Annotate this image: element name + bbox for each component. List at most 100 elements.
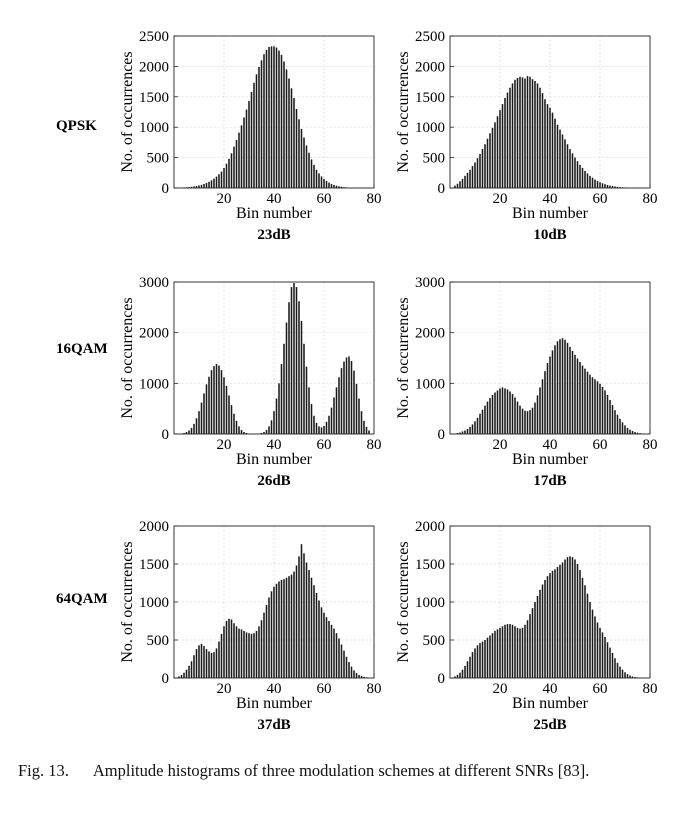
histogram-bar bbox=[323, 425, 325, 434]
histogram-bar bbox=[594, 379, 596, 434]
histogram-bar bbox=[511, 393, 514, 434]
histogram-bar bbox=[225, 385, 228, 434]
histogram-bar bbox=[561, 562, 564, 678]
histogram-bar bbox=[305, 145, 308, 188]
x-tick-label: 80 bbox=[643, 681, 658, 697]
histogram-bar bbox=[539, 87, 541, 188]
histogram-bar bbox=[521, 627, 524, 678]
histogram-bar bbox=[258, 626, 260, 678]
histogram-bar bbox=[198, 645, 200, 678]
histogram-bar bbox=[318, 173, 320, 188]
histogram-bar bbox=[456, 183, 459, 188]
histogram-bar bbox=[360, 411, 363, 434]
histogram-bar bbox=[544, 371, 546, 434]
histogram-bar bbox=[616, 662, 619, 678]
histogram-bar bbox=[290, 88, 293, 188]
histogram-bar bbox=[509, 391, 511, 434]
x-tick-label: 40 bbox=[543, 437, 558, 453]
histogram-bar bbox=[308, 152, 310, 188]
histogram-bar bbox=[584, 368, 586, 434]
histogram-bar bbox=[566, 342, 569, 434]
histogram-bar bbox=[606, 394, 609, 434]
y-axis-label: No. of occurrences bbox=[395, 51, 412, 172]
histogram-bar bbox=[601, 632, 604, 678]
histogram-bar bbox=[536, 595, 539, 678]
histogram-bar bbox=[313, 585, 315, 678]
histogram-bar bbox=[220, 171, 223, 188]
histogram-panel: 0 1000 2000 3000 20 40 60 80 Bin number No. of oc… bbox=[119, 275, 382, 489]
histogram-bar bbox=[225, 163, 228, 188]
histogram-bar bbox=[469, 426, 471, 434]
histogram-bar bbox=[534, 80, 536, 188]
histogram-bar bbox=[203, 393, 205, 434]
histogram-bar bbox=[183, 432, 185, 434]
histogram-bar bbox=[556, 567, 559, 678]
histogram-bar bbox=[225, 621, 228, 678]
histogram-bar bbox=[328, 182, 330, 188]
histogram-bar bbox=[626, 427, 629, 434]
histogram-bar bbox=[230, 153, 233, 188]
histogram-bar bbox=[190, 186, 193, 188]
histogram-bar bbox=[454, 185, 456, 188]
histogram-bar bbox=[586, 593, 589, 678]
histogram-bar bbox=[569, 346, 571, 434]
histogram-bar bbox=[576, 358, 579, 434]
histogram-bar bbox=[591, 609, 594, 678]
y-tick-label: 1500 bbox=[139, 557, 169, 573]
histogram-bar bbox=[474, 421, 476, 434]
histogram-bar bbox=[223, 626, 225, 678]
histogram-bar bbox=[489, 635, 491, 678]
histogram-bar bbox=[210, 370, 213, 434]
histogram-bar bbox=[333, 628, 335, 678]
histogram-bar bbox=[180, 674, 183, 678]
histogram-bar bbox=[200, 402, 203, 434]
histogram-bar bbox=[521, 408, 524, 434]
histogram-bar bbox=[275, 47, 278, 188]
histogram-bar bbox=[313, 415, 315, 434]
histogram-bar bbox=[230, 619, 233, 678]
histogram-bar bbox=[479, 643, 481, 678]
x-axis-label: Bin number bbox=[512, 695, 589, 712]
histogram-bar bbox=[303, 137, 305, 188]
histogram-bar bbox=[531, 407, 534, 434]
histogram-bar bbox=[293, 571, 295, 678]
histogram-bar bbox=[238, 132, 240, 188]
x-tick-label: 60 bbox=[317, 681, 332, 697]
histogram-bar bbox=[253, 82, 255, 188]
histogram-bar bbox=[494, 630, 496, 678]
y-tick-label: 2000 bbox=[415, 59, 445, 75]
histogram-bar bbox=[295, 287, 298, 434]
histogram-bar bbox=[208, 181, 210, 188]
caption-label: Fig. 13. bbox=[18, 761, 69, 780]
histogram-bar bbox=[353, 670, 355, 678]
histogram-bar bbox=[509, 624, 511, 678]
histogram-bar bbox=[599, 383, 601, 434]
histogram-bar bbox=[300, 321, 303, 434]
histogram-bar bbox=[614, 410, 616, 434]
histogram-bar bbox=[544, 579, 546, 678]
histogram-bar bbox=[348, 356, 350, 434]
histogram-bar bbox=[268, 597, 270, 678]
histogram-bar bbox=[320, 176, 323, 188]
histogram-bar bbox=[486, 138, 489, 188]
histogram-bar bbox=[504, 624, 506, 678]
histogram-bar bbox=[574, 559, 576, 678]
histogram-bar bbox=[581, 365, 584, 434]
histogram-bar bbox=[318, 600, 320, 678]
histogram-bar bbox=[471, 652, 474, 678]
histogram-panel: 0 500 1000 1500 2000 2500 20 40 60 80 Bin number No… bbox=[119, 29, 382, 243]
histogram-bar bbox=[524, 78, 526, 188]
histogram-bar bbox=[596, 381, 599, 434]
y-tick-label: 1500 bbox=[415, 90, 445, 106]
histogram-bar bbox=[215, 648, 218, 678]
y-tick-label: 1500 bbox=[139, 90, 169, 106]
histogram-bar bbox=[501, 626, 504, 678]
y-tick-label: 2000 bbox=[139, 326, 169, 342]
histogram-bar bbox=[298, 556, 300, 678]
histogram-bar bbox=[566, 144, 569, 188]
histogram-bar bbox=[300, 544, 303, 678]
histogram-bar bbox=[484, 405, 486, 434]
histogram-bar bbox=[248, 101, 250, 188]
histogram-bar bbox=[589, 602, 591, 678]
